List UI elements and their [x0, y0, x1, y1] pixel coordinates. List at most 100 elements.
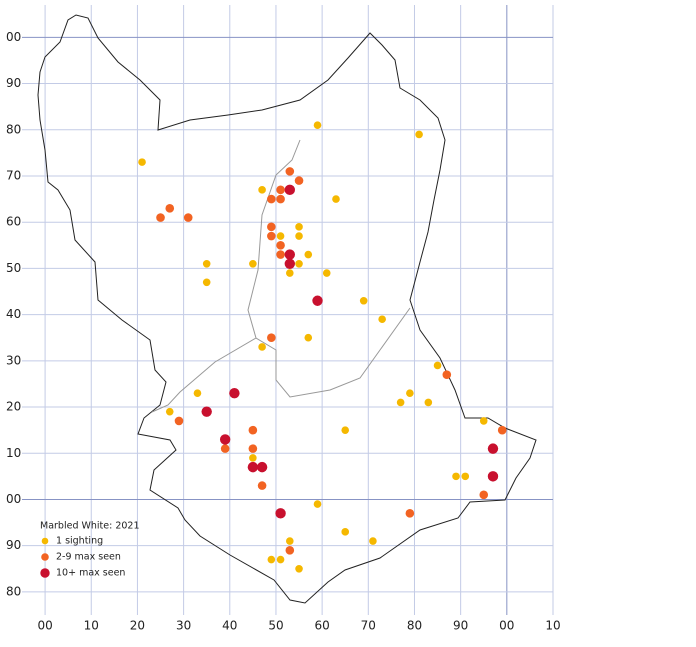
point — [276, 232, 285, 240]
x-tick-label: 70 — [361, 619, 376, 633]
point — [276, 241, 285, 250]
point — [276, 250, 285, 259]
point — [322, 269, 331, 277]
point — [312, 295, 323, 306]
x-tick-label: 90 — [453, 619, 468, 633]
point — [258, 186, 266, 194]
legend-label: 2-9 max seen — [56, 552, 121, 563]
county-outline — [37, 14, 537, 604]
point — [424, 398, 433, 407]
points — [138, 121, 507, 573]
point — [248, 444, 258, 453]
point — [276, 194, 285, 204]
point — [258, 343, 266, 351]
x-tick-label: 10 — [545, 619, 560, 633]
point — [267, 555, 276, 564]
point — [248, 425, 258, 435]
y-tick-label: 90 — [6, 76, 21, 90]
point — [359, 296, 368, 305]
point — [285, 167, 295, 176]
point — [487, 471, 499, 482]
point — [257, 481, 267, 490]
point — [487, 443, 499, 454]
y-tick-label: 00 — [6, 30, 21, 44]
district-boundary — [151, 337, 257, 413]
y-tick-label: 10 — [6, 446, 21, 460]
point — [220, 444, 230, 453]
legend-title: Marbled White: 2021 — [40, 521, 140, 532]
legend-marker — [40, 568, 50, 578]
point — [138, 158, 146, 166]
point — [396, 398, 405, 407]
point — [294, 176, 304, 185]
point — [249, 454, 257, 462]
point — [174, 416, 184, 426]
legend-marker — [41, 537, 49, 545]
point — [285, 546, 295, 555]
district-boundary — [247, 139, 411, 398]
point — [442, 370, 452, 379]
point — [219, 434, 231, 445]
point — [341, 426, 350, 434]
legend-label: 10+ max seen — [56, 568, 125, 579]
point — [479, 417, 488, 425]
point — [286, 537, 294, 545]
x-tick-label: 80 — [407, 619, 422, 633]
y-tick-label: 70 — [6, 168, 21, 182]
point — [286, 269, 294, 277]
point — [276, 555, 285, 564]
point — [201, 406, 212, 417]
point — [229, 387, 240, 399]
point — [202, 259, 211, 268]
point — [247, 461, 259, 473]
point — [313, 121, 322, 129]
y-tick-label: 30 — [6, 353, 21, 367]
point — [267, 194, 276, 204]
y-tick-label: 60 — [6, 215, 21, 229]
y-tick-label: 40 — [6, 307, 21, 321]
point — [193, 389, 202, 397]
y-tick-label: 80 — [6, 122, 21, 136]
point — [295, 223, 303, 231]
point — [406, 389, 414, 397]
point — [405, 509, 415, 518]
x-tick-label: 30 — [176, 619, 191, 633]
point — [183, 213, 193, 222]
point — [202, 278, 211, 287]
point — [267, 333, 276, 343]
point — [267, 231, 276, 241]
point — [276, 185, 285, 195]
y-tick-label: 50 — [6, 261, 21, 275]
point — [249, 259, 257, 268]
y-tick-label: 00 — [6, 492, 21, 506]
y-tick-label: 20 — [6, 400, 21, 414]
point — [295, 232, 303, 240]
point — [275, 508, 286, 519]
point — [284, 258, 296, 269]
point — [284, 184, 296, 196]
point — [284, 249, 296, 260]
point — [415, 130, 423, 139]
point — [165, 407, 174, 416]
point — [369, 537, 377, 545]
x-tick-label: 50 — [268, 619, 283, 633]
x-tick-label: 60 — [314, 619, 329, 633]
point — [304, 333, 313, 342]
x-tick-label: 20 — [130, 619, 145, 633]
point — [304, 250, 313, 259]
point — [378, 315, 386, 324]
y-tick-label: 90 — [6, 538, 21, 552]
point — [295, 259, 303, 268]
point — [165, 204, 175, 213]
x-tick-label: 00 — [37, 619, 52, 633]
point — [433, 361, 442, 370]
point — [341, 528, 350, 536]
point — [452, 472, 460, 481]
legend: 1 sighting 2-9 max seen 10+ max seen — [40, 536, 125, 579]
point — [156, 213, 165, 222]
point — [267, 222, 276, 232]
x-tick-label: 40 — [222, 619, 237, 633]
y-tick-label: 80 — [6, 584, 21, 598]
